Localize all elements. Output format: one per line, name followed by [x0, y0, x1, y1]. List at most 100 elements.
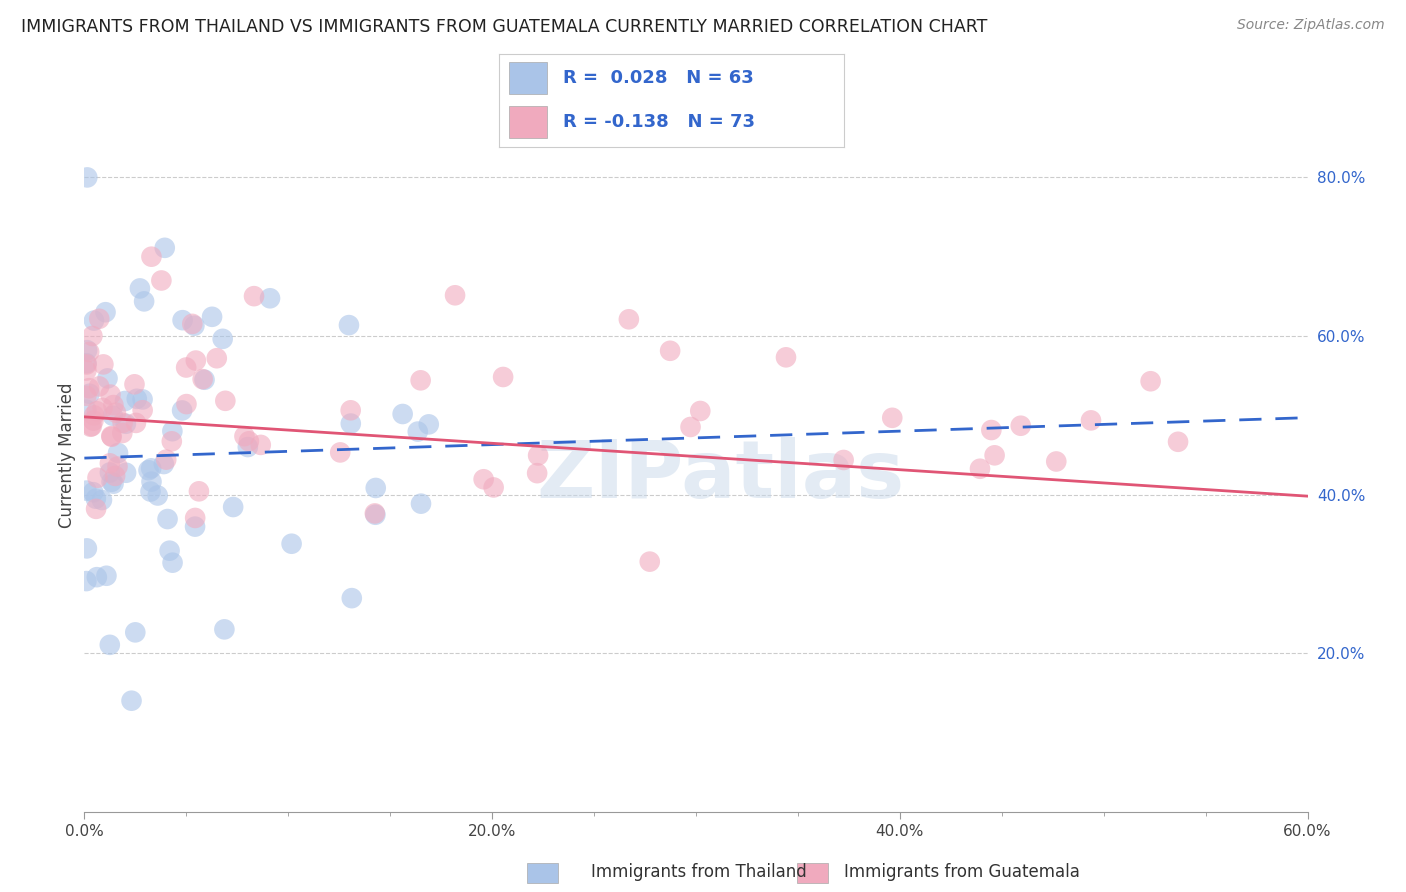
Point	[103, 398, 125, 412]
Point	[172, 403, 194, 417]
Point	[131, 392, 153, 407]
Point	[121, 694, 143, 708]
Point	[1010, 418, 1032, 433]
Text: R = -0.138   N = 73: R = -0.138 N = 73	[562, 113, 755, 131]
Point	[75, 574, 97, 588]
Point	[75, 483, 97, 498]
Point	[79, 386, 101, 401]
Point	[882, 410, 904, 425]
Point	[233, 429, 256, 443]
Point	[104, 406, 127, 420]
Point	[222, 500, 245, 514]
Point	[492, 370, 515, 384]
Point	[364, 508, 387, 522]
Point	[86, 404, 108, 418]
Point	[184, 353, 207, 368]
Point	[980, 423, 1002, 437]
Point	[482, 480, 505, 494]
Text: Source: ZipAtlas.com: Source: ZipAtlas.com	[1237, 18, 1385, 32]
Point	[364, 507, 387, 521]
Point	[211, 332, 233, 346]
Point	[141, 461, 163, 475]
Point	[153, 241, 176, 255]
Point	[103, 476, 125, 491]
Point	[77, 345, 100, 359]
Point	[101, 409, 124, 423]
Point	[86, 471, 108, 485]
Point	[75, 356, 97, 370]
Point	[75, 389, 97, 403]
Point	[340, 591, 363, 606]
Point	[162, 556, 184, 570]
Text: ZIPatlas: ZIPatlas	[536, 437, 904, 516]
Point	[76, 541, 98, 556]
Point	[638, 555, 661, 569]
Point	[183, 318, 205, 333]
Point	[243, 289, 266, 303]
Point	[94, 305, 117, 319]
Point	[129, 281, 152, 295]
Point	[238, 434, 260, 449]
Point	[406, 425, 429, 439]
Point	[181, 317, 204, 331]
Point	[89, 379, 111, 393]
Point	[617, 312, 640, 326]
Point	[89, 311, 111, 326]
Y-axis label: Currently Married: Currently Married	[58, 382, 76, 528]
Point	[156, 512, 179, 526]
Point	[111, 425, 134, 440]
Point	[91, 401, 114, 415]
Point	[96, 371, 118, 385]
Point	[187, 484, 209, 499]
Point	[79, 419, 101, 434]
Point	[184, 511, 207, 525]
Point	[76, 343, 98, 358]
Point	[444, 288, 467, 302]
Point	[214, 623, 236, 637]
Point	[201, 310, 224, 324]
Point	[236, 440, 259, 454]
Text: Immigrants from Guatemala: Immigrants from Guatemala	[844, 863, 1080, 881]
Point	[159, 543, 181, 558]
Point	[689, 404, 711, 418]
Point	[100, 475, 122, 489]
Point	[80, 419, 103, 434]
Point	[107, 446, 129, 460]
Point	[249, 438, 271, 452]
Point	[98, 456, 121, 470]
Point	[82, 414, 104, 428]
Point	[82, 485, 104, 500]
Point	[83, 409, 105, 423]
Point	[100, 387, 122, 401]
Point	[86, 570, 108, 584]
Point	[100, 429, 122, 443]
Point	[82, 329, 104, 343]
Point	[472, 472, 495, 486]
Point	[150, 273, 173, 287]
Point	[174, 360, 197, 375]
Point	[104, 469, 127, 483]
Point	[114, 394, 136, 409]
Point	[93, 358, 115, 372]
Text: R =  0.028   N = 63: R = 0.028 N = 63	[562, 69, 754, 87]
Point	[98, 638, 121, 652]
Point	[162, 424, 184, 438]
Point	[526, 466, 548, 480]
Point	[339, 417, 361, 431]
Point	[76, 358, 98, 372]
Point	[76, 170, 98, 185]
Point	[176, 397, 198, 411]
Point	[969, 461, 991, 475]
Text: IMMIGRANTS FROM THAILAND VS IMMIGRANTS FROM GUATEMALA CURRENTLY MARRIED CORRELAT: IMMIGRANTS FROM THAILAND VS IMMIGRANTS F…	[21, 18, 987, 36]
Point	[111, 416, 134, 430]
Point	[141, 475, 163, 489]
Point	[1080, 413, 1102, 427]
Point	[131, 403, 153, 417]
Point	[115, 466, 138, 480]
Point	[141, 250, 163, 264]
Point	[1167, 434, 1189, 449]
Point	[115, 417, 138, 431]
Point	[1139, 374, 1161, 388]
Point	[193, 373, 215, 387]
Point	[329, 445, 352, 459]
